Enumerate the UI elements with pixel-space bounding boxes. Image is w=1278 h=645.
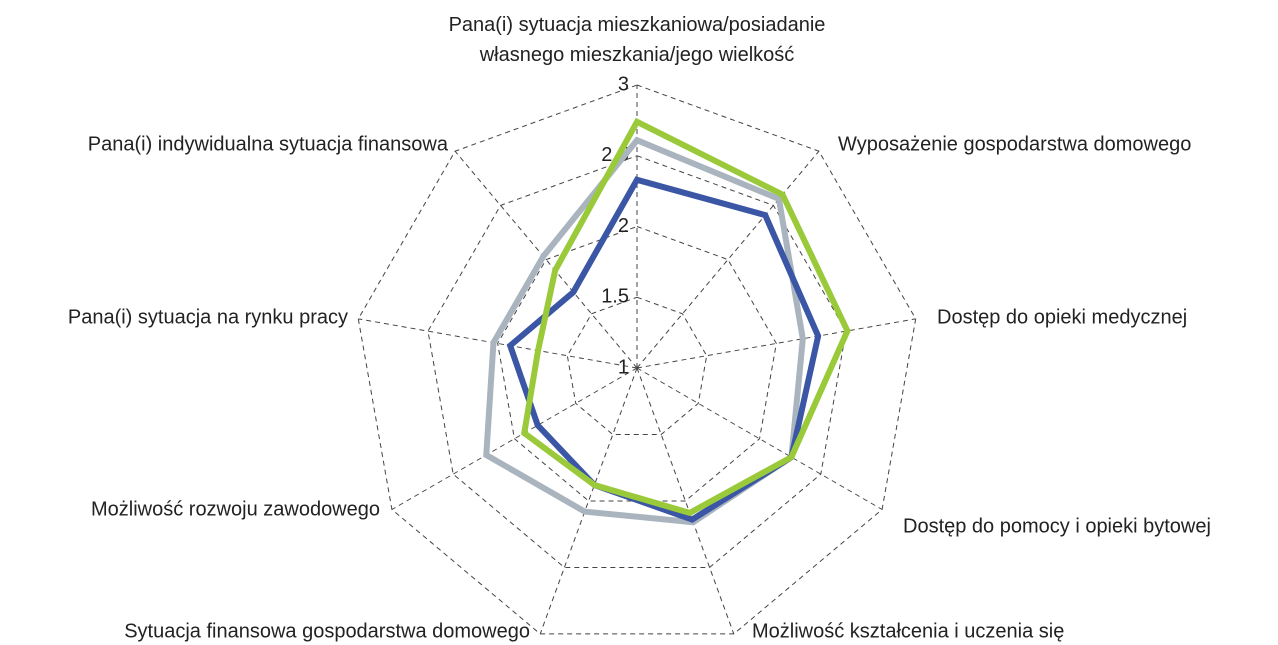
category-label: Pana(i) indywidualna sytuacja finansowa — [88, 133, 449, 155]
category-label: Pana(i) sytuacja na rynku pracy — [68, 306, 348, 328]
category-label: Dostęp do pomocy i opieki bytowej — [903, 515, 1211, 537]
axis-spoke — [539, 367, 638, 635]
series-line — [483, 136, 806, 526]
axis-spoke — [391, 367, 638, 510]
category-label: Możliwość kształcenia i uczenia się — [752, 620, 1064, 642]
r-tick-label: 1 — [618, 356, 629, 378]
category-label: Możliwość rozwoju zawodowego — [91, 498, 380, 520]
axis-spoke — [636, 318, 916, 369]
r-tick-label: 1.5 — [601, 286, 629, 308]
axis-spoke — [636, 367, 735, 635]
category-label: Dostęp do opieki medycznej — [937, 306, 1187, 328]
category-label: Sytuacja finansowa gospodarstwa domowego — [124, 620, 530, 642]
axis-spoke — [358, 318, 638, 369]
category-label: Pana(i) sytuacja mieszkaniowa/posiadanie… — [448, 14, 826, 66]
series-line — [520, 117, 851, 517]
axis-spoke — [636, 367, 883, 510]
category-label: Wyposażenie gospodarstwa domowego — [838, 133, 1191, 155]
grid-ring — [427, 155, 847, 568]
grid-ring — [566, 296, 708, 435]
axis-spoke — [636, 150, 820, 369]
r-tick-label: 2 — [618, 215, 629, 237]
grid-ring — [357, 84, 917, 635]
r-tick-label: 3 — [618, 73, 629, 95]
axis-spoke — [454, 150, 638, 369]
